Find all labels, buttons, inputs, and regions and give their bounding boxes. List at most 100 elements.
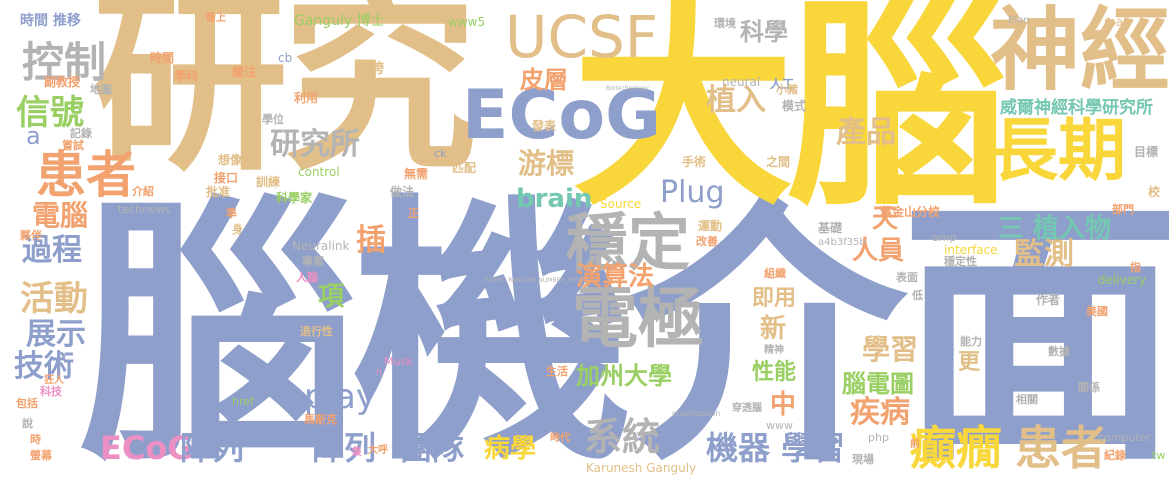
word-shi: 時 [30, 433, 41, 446]
word-jilu: 記錄 [70, 127, 92, 140]
word-meiguo: 美國 [1086, 305, 1108, 318]
word-fujiaoshou: 副教授 [44, 75, 81, 89]
word-yanjiu: 研究 [92, 0, 478, 198]
word-xuexi: 學習 [862, 333, 919, 366]
word-jiqi-xuexi: 機器 學習 [706, 429, 846, 467]
word-a4b3f35b: a4b3f35b [818, 237, 866, 248]
word-diannao: 電腦 [32, 199, 89, 232]
word-zhenlie-2: 陣列 [312, 429, 377, 467]
word-jingshen: 精神 [764, 345, 784, 356]
word-shenjing: 神經 [990, 0, 1170, 103]
word-wending: 穩定 [566, 206, 691, 279]
word-xiangxiang: 想像 [218, 153, 243, 167]
word-chuantounao: 穿透腦 [732, 403, 762, 414]
word-suanfa: 演算法 [576, 262, 655, 292]
word-computer: computer [1098, 431, 1152, 444]
word-tian: 天 [872, 204, 899, 234]
word-xiao: 校 [1148, 185, 1161, 199]
word-tuixingxing: 退行性 [300, 325, 333, 338]
word-interface: interface [944, 243, 998, 257]
word-shuo: 說 [22, 417, 33, 430]
word-huanzhe2: 患者 [1015, 421, 1107, 475]
word-tw: tw [1152, 449, 1166, 462]
word-insert-random: INSERT_RANDOM_NUMBER_HERE [484, 277, 584, 284]
word-jiujinshan: 舊金山分校 [880, 205, 941, 219]
word-renyuan: 人員 [852, 236, 905, 266]
word-zhanshi: 展示 [26, 317, 86, 352]
word-jichu: 基礎 [818, 221, 843, 235]
word-huanzhe: 患者 [36, 146, 136, 204]
word-zhi-2: 隻 [352, 447, 362, 458]
word-zhuanan: 專案 [302, 255, 324, 268]
word-xitong: 系統 [584, 415, 661, 459]
word-play: play [304, 377, 376, 417]
word-php: php [868, 431, 889, 444]
word-kongzhi: 控制 [22, 38, 107, 87]
word-jieshao: 介紹 [132, 185, 154, 198]
word-shen: 身 [232, 223, 243, 236]
word-delivery: delivery [1098, 273, 1147, 287]
word-biaomian: 表面 [896, 271, 918, 284]
word-chongshang: 衝上 [206, 13, 226, 24]
word-xuewei: 學位 [262, 113, 284, 126]
word-huoban: 夥伴 [20, 229, 42, 242]
word-a: a [26, 122, 41, 150]
word-di: 低 [912, 289, 923, 302]
word-ganguly: Ganguly 博士 [294, 13, 385, 29]
word-xueke: 學科 [174, 69, 199, 83]
word-qian: 前 [910, 439, 920, 450]
word-shijian-2: 時間 [150, 51, 175, 65]
word-chanpin: 產品 [836, 115, 896, 150]
word-moshi: 模式 [782, 99, 807, 113]
word-shuju: 數據 [1048, 345, 1070, 358]
word-bumen: 部門 [1112, 203, 1134, 216]
word-biotechnology: Biotechnology [606, 85, 649, 92]
word-www5: www5 [448, 15, 486, 29]
word-nengli: 能力 [960, 335, 982, 348]
word-dianxian: 癲癇 [910, 421, 1002, 475]
word-neuralink: Neuralink [292, 239, 350, 253]
word-map: map [1104, 15, 1131, 29]
word-dahu: 大呼 [368, 445, 388, 456]
word-ck: ck [434, 147, 447, 160]
word-yingmu: 螢幕 [30, 449, 52, 462]
word-tuandui: 團隊 [400, 429, 465, 467]
word-karunesh: Karunesh Ganguly [586, 461, 697, 475]
word-wuxu: 無需 [404, 167, 429, 181]
word-bingxue: 病學 [484, 434, 537, 464]
word-jilu-2: 紀錄 [1104, 449, 1126, 462]
word-zuzhi: 組織 [764, 267, 786, 280]
word-changqi: 長期 [990, 112, 1127, 191]
word-jiazhou: 加州大學 [576, 362, 672, 390]
word-jiyong: 即用 [752, 286, 797, 311]
word-xin: 新 [760, 314, 787, 344]
word-jiekou: 接口 [214, 171, 239, 185]
word-xinhao: 信號 [16, 93, 84, 133]
word-rennao: 人腦 [296, 271, 318, 284]
word-technews: technews [118, 203, 171, 216]
word-pipei: 匹配 [452, 161, 477, 175]
word-zhiruwu: 三 植入物 [998, 214, 1112, 244]
word-huanjing: 環境 [714, 17, 736, 30]
word-cha: 插 [356, 223, 386, 258]
word-xiangguan: 相關 [1016, 393, 1038, 406]
word-naoji-jiemian: 腦機介面 [78, 173, 1175, 482]
word-xunlian: 訓練 [256, 175, 281, 189]
word-mashike: 馬斯克 [304, 413, 337, 426]
word-ecog-bottom: ECoG [100, 429, 194, 467]
word-stabilization: stabilization [672, 409, 721, 418]
word-yanjiusuo: 研究所 [270, 127, 360, 162]
word-jiance: 監測 [1014, 237, 1074, 272]
word-geng: 更 [958, 350, 981, 375]
word-xiang: 項 [318, 282, 345, 312]
word-source: Source [600, 197, 642, 211]
word-zhun: 準 [226, 207, 237, 220]
word-xiaozhu: 小豬 [776, 83, 798, 96]
word-zhiru: 植入 [706, 83, 766, 118]
word-ditu: 地圖 [90, 83, 112, 96]
word-kexuejia: 科學家 [276, 191, 313, 205]
word-zuofa: 做法 [390, 185, 415, 199]
word-guanzhu: 關注 [232, 65, 257, 79]
word-wendingxing: 穩定性 [944, 255, 977, 268]
